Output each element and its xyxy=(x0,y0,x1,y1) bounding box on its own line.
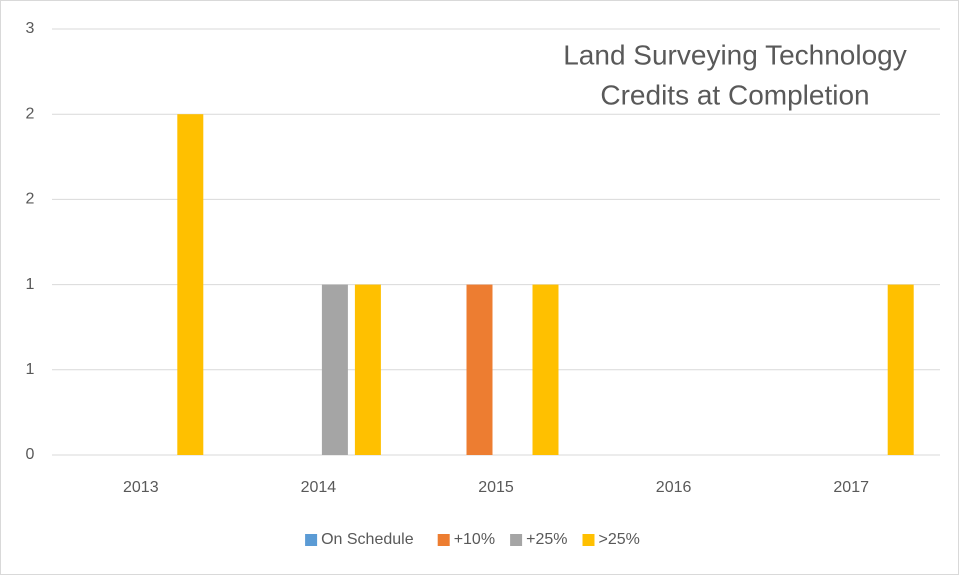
legend-label: >25% xyxy=(599,531,640,548)
y-tick-label: 2 xyxy=(26,105,35,122)
x-tick-label: 2014 xyxy=(301,479,337,496)
legend-label: On Schedule xyxy=(321,531,414,548)
x-tick-label: 2013 xyxy=(123,479,159,496)
y-tick-label: 0 xyxy=(26,446,35,463)
legend-swatch xyxy=(437,534,450,546)
chart-title: Land Surveying Technology xyxy=(563,39,907,70)
bar xyxy=(887,284,914,455)
y-tick-label: 1 xyxy=(26,276,35,293)
y-tick-label: 1 xyxy=(26,361,35,378)
legend-label: +10% xyxy=(454,531,495,548)
bar xyxy=(532,284,559,455)
legend-swatch xyxy=(582,534,595,546)
legend-label: +25% xyxy=(526,531,567,548)
bar xyxy=(354,284,381,455)
legend-swatch xyxy=(305,534,318,546)
bar xyxy=(321,284,348,455)
legend-swatch xyxy=(510,534,523,546)
x-tick-label: 2015 xyxy=(478,479,514,496)
bar xyxy=(177,114,204,455)
chart-title: Credits at Completion xyxy=(600,79,869,110)
y-tick-label: 2 xyxy=(26,191,35,208)
x-tick-label: 2017 xyxy=(833,479,869,496)
y-tick-label: 3 xyxy=(26,20,35,37)
x-tick-label: 2016 xyxy=(656,479,692,496)
bar xyxy=(466,284,493,455)
